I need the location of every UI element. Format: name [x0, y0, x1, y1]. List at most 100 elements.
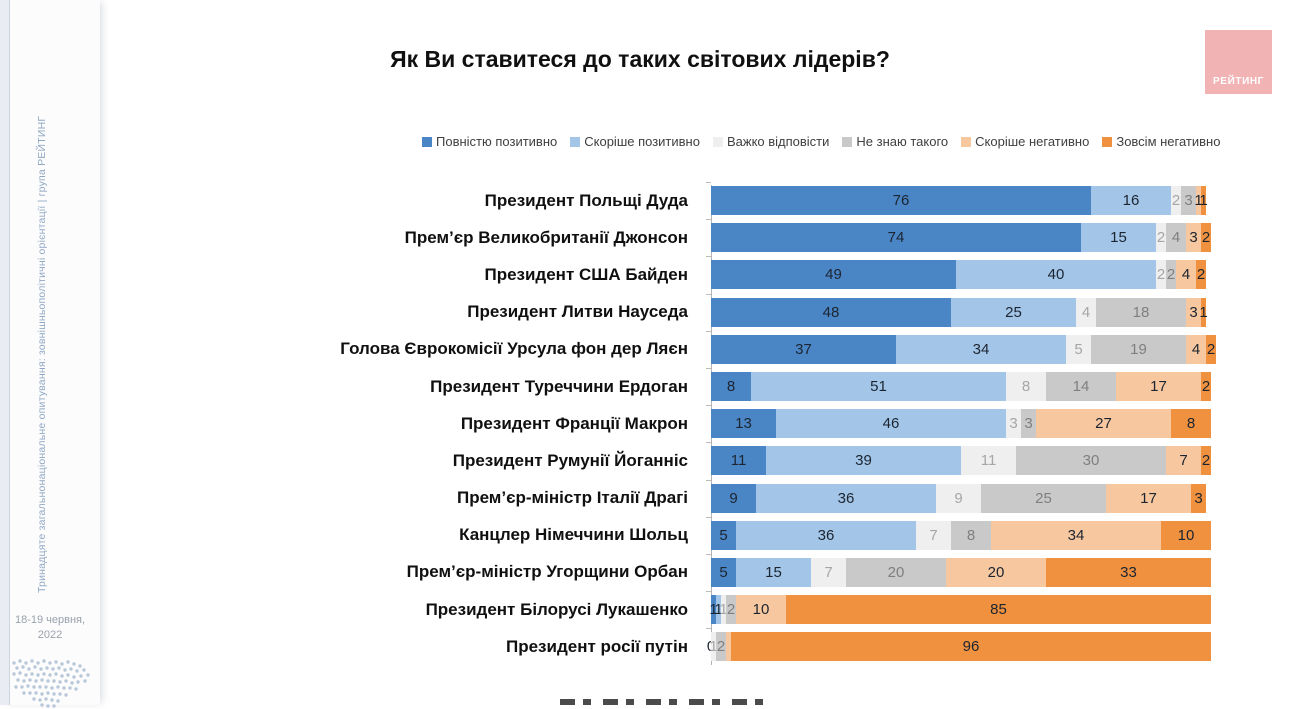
chart-row: Президент Польщі Дуда 76 16 2 3 1 1	[100, 182, 1216, 219]
bar-value-label: 10	[752, 601, 770, 619]
bar-segment: 1	[1199, 186, 1208, 216]
bar-segment: 2	[1201, 446, 1211, 476]
row-bars: 1 1 1 2 10 85	[706, 591, 1216, 625]
bar-segment: 1	[709, 595, 718, 625]
chart-row: Президент Туреччини Ердоган 8 51 8 14 17 2	[100, 368, 1216, 405]
bar-segment: 11	[711, 446, 766, 476]
bar-segment: 10	[736, 595, 786, 625]
sidebar: Тринадцяте загальнонаціональне опитуванн…	[0, 0, 100, 708]
bar-segment: 30	[1016, 446, 1166, 476]
bar-segment: 33	[1046, 557, 1211, 587]
bar-value-label: 3	[1009, 415, 1018, 433]
rating-logo: РЕЙТИНГ	[1205, 30, 1272, 94]
leader-label: Президент Литви Науседа	[467, 302, 688, 322]
bar-value-label: 1	[1194, 192, 1203, 210]
row-bars: 37 34 5 19 4 2	[706, 330, 1216, 364]
legend-item-0: Повністю позитивно	[422, 134, 557, 149]
bar-segment: 39	[766, 446, 961, 476]
bar-value-label: 2	[1156, 229, 1166, 247]
row-bars: 74 15 2 4 3 2	[706, 219, 1216, 253]
bar-segment: 2	[1206, 334, 1216, 364]
bar-value-label: 1	[1199, 303, 1208, 321]
chart-row: Президент росії путін01296	[100, 628, 1216, 665]
bar-value-label: 7	[929, 526, 938, 544]
bar-segment: 14	[1046, 372, 1116, 402]
leader-label: Прем’єр-міністр Італії Драгі	[456, 488, 688, 508]
legend-swatch	[1102, 136, 1113, 147]
bar-segment: 9	[936, 483, 981, 513]
bar-value-label: 2	[1201, 378, 1211, 396]
bar-value-label: 37	[795, 340, 812, 358]
bar-segment: 2	[1156, 223, 1166, 253]
bar-value-label: 49	[825, 266, 842, 284]
bar-value-label: 48	[822, 303, 840, 321]
leader-label: Президент Румунії Йоганніс	[452, 450, 688, 470]
legend-label: Повністю позитивно	[436, 134, 558, 149]
bar-value-label: 25	[1035, 489, 1052, 507]
bar-value-label: 13	[735, 415, 752, 433]
bar-segment: 49	[711, 260, 956, 290]
bar-segment: 4	[1186, 334, 1206, 364]
bar-segment: 17	[1106, 483, 1191, 513]
leader-label: Президент Польщі Дуда	[484, 190, 688, 210]
clipped-content-bottom	[560, 699, 775, 705]
bar-segment: 96	[731, 632, 1211, 662]
bar-segment: 5	[711, 557, 736, 587]
bar-segment: 7	[811, 557, 846, 587]
bar-segment: 13	[711, 409, 776, 439]
bar-value-label: 7	[1179, 452, 1188, 470]
survey-series-label: Тринадцяте загальнонаціональне опитуванн…	[36, 115, 48, 593]
bar-value-label: 2	[1201, 229, 1211, 247]
bar-value-label: 4	[1171, 229, 1181, 247]
bar-value-label: 85	[990, 601, 1007, 619]
chart-row: Голова Єврокомісії Урсула фон дер Ляєн 37…	[100, 330, 1216, 368]
bar-segment: 3	[1191, 483, 1206, 513]
bar-value-label: 33	[1120, 563, 1137, 581]
bar-segment: 2	[1201, 372, 1211, 402]
bar-value-label: 5	[719, 563, 728, 581]
legend-swatch	[570, 136, 581, 147]
bar-value-label: 4	[1181, 266, 1191, 284]
legend-swatch	[712, 136, 723, 147]
bar-segment: 25	[951, 297, 1076, 327]
leader-label: Президент Туреччини Ердоган	[430, 376, 688, 396]
bar-segment: 8	[951, 520, 991, 550]
row-bars: 49 40 2 2 4 2	[706, 256, 1216, 290]
bar-value-label: 1	[719, 601, 728, 619]
bar-segment: 34	[991, 520, 1161, 550]
bar-value-label: 9	[729, 489, 738, 507]
bar-value-label: 17	[1150, 378, 1167, 396]
legend-item-4: Скоріше негативно	[961, 134, 1089, 149]
bar-segment: 1	[709, 632, 718, 662]
leader-label: Прем’єр Великобританії Джонсон	[404, 227, 688, 247]
bar-value-label: 2	[716, 638, 726, 656]
bar-value-label: 15	[1110, 229, 1127, 247]
bar-segment: 74	[711, 223, 1081, 253]
bar-segment: 19	[1091, 334, 1186, 364]
bar-segment: 20	[846, 557, 946, 587]
row-bars: 9 36 9 25 17 3	[706, 479, 1216, 513]
bar-segment: 3	[1181, 186, 1196, 216]
bar-value-label: 9	[954, 489, 963, 507]
bar-value-label: 3	[1189, 229, 1198, 247]
chart-row: Прем’єр-міністр Угорщини Орбан 5 15 7 20 20 33	[100, 553, 1216, 591]
bar-value-label: 11	[980, 452, 997, 470]
bar-segment: 10	[1161, 520, 1211, 550]
legend-item-2: Важко відповісти	[712, 134, 829, 149]
bar-value-label: 46	[882, 415, 900, 433]
bar-segment: 2	[716, 632, 726, 662]
bar-value-label: 3	[1189, 303, 1198, 321]
bar-segment: 25	[981, 483, 1106, 513]
legend: Повністю позитивно Скоріше позитивно Важко…	[422, 134, 1220, 149]
chart-row: Президент Білорусі Лукашенко 1 1 1 2 10 85	[100, 591, 1216, 628]
bar-segment: 9	[711, 483, 756, 513]
bar-value-label: 5	[719, 526, 728, 544]
bar-value-label: 17	[1140, 489, 1157, 507]
legend-label: Не знаю такого	[856, 134, 949, 149]
bar-value-label: 2	[1166, 266, 1176, 284]
legend-swatch	[961, 136, 972, 147]
bar-segment	[726, 632, 731, 662]
legend-label: Скоріше негативно	[975, 134, 1090, 149]
row-bars: 48 25 4 18 3 1	[706, 293, 1216, 327]
